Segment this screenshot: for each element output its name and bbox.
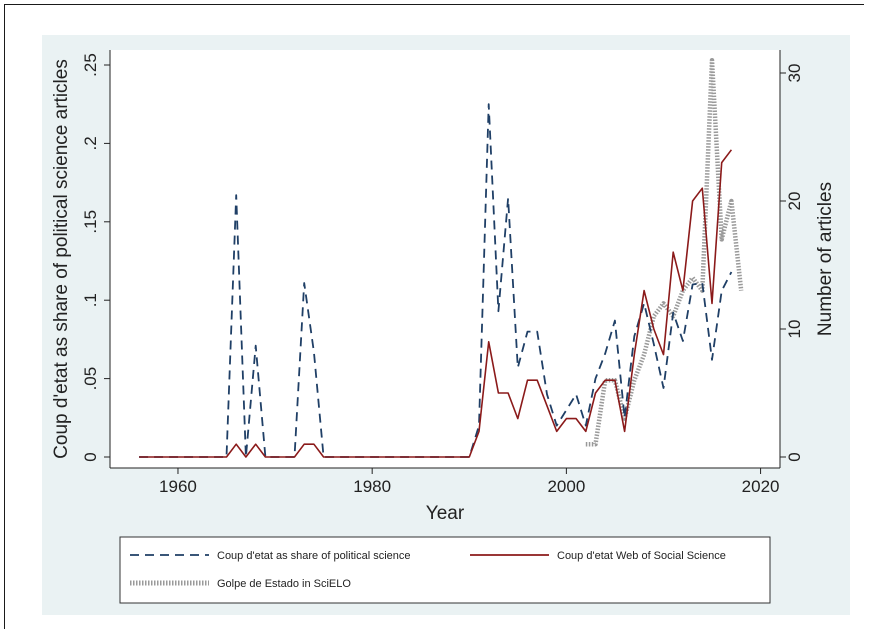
x-axis-title: Year [426,503,465,524]
x-axis: 1960 1980 2000 2020 [110,467,780,496]
left-tick-label: 0 [81,452,100,461]
x-tick-label: 2020 [742,477,780,496]
y-axis-right-title: Number of articles [815,182,836,336]
left-tick-label: .25 [81,53,100,77]
right-tick-label: 10 [785,320,804,339]
plot-area [110,50,780,468]
legend-label-share: Coup d'etat as share of political scienc… [217,550,411,562]
legend: Coup d'etat as share of political scienc… [119,536,771,604]
legend-label-scielo: Golpe de Estado in SciELO [217,578,351,590]
series-layer [139,57,744,458]
left-tick-label: .15 [81,210,100,234]
legend-box [119,536,771,604]
x-tick-label: 1980 [353,477,391,496]
series-line-wss [139,149,733,458]
right-tick-label: 20 [785,192,804,211]
right-tick-label: 0 [785,452,804,461]
x-tick-label: 2000 [547,477,585,496]
x-tick-label: 1960 [159,477,197,496]
legend-label-wss: Coup d'etat Web of Social Science [557,550,726,562]
right-axis: 0 10 20 30 [779,50,804,468]
figure-frame: 0.05.1.15.2.25 0 10 20 30 1960 1980 2000 2020 … [4,4,865,630]
left-tick-label: .1 [81,293,100,307]
y-axis-left-title: Coup d'etat as share of political scienc… [51,59,72,459]
left-axis: 0 .05 .1 .15 .2 .25 [81,50,111,468]
right-tick-label: 30 [785,64,804,83]
left-tick-label: .2 [81,136,100,150]
left-tick-label: .05 [81,367,100,391]
series-line-scielo [585,57,744,447]
